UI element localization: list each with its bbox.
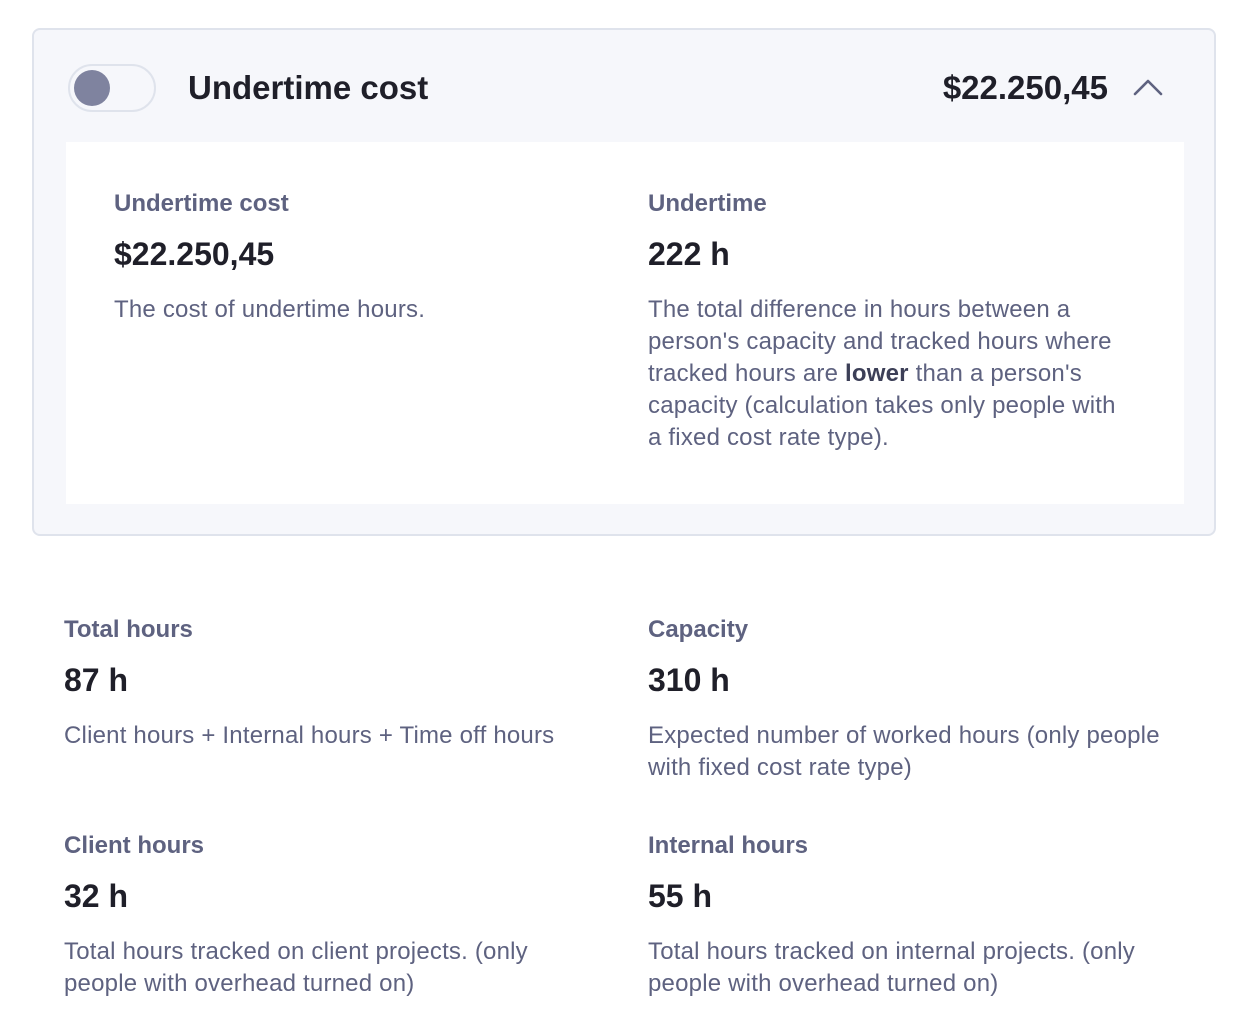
metric-undertime: Undertime 222 h The total difference in … <box>648 188 1118 454</box>
metric-client-hours: Client hours 32 h Total hours tracked on… <box>64 830 604 1000</box>
metric-description: Total hours tracked on client projects. … <box>64 938 528 997</box>
description-text: than a person's capacity (calculation ta… <box>648 360 1116 451</box>
metric-undertime-cost: Undertime cost $22.250,45 The cost of un… <box>114 188 584 326</box>
metric-description: Expected number of worked hours (only pe… <box>648 722 1160 781</box>
metric-label: Undertime cost <box>114 190 289 217</box>
metric-label: Total hours <box>64 616 193 643</box>
metric-label: Client hours <box>64 832 205 859</box>
metric-label: Undertime <box>648 190 767 217</box>
metric-value: 310 h <box>648 662 730 698</box>
metric-internal-hours: Internal hours 55 h Total hours tracked … <box>648 830 1188 1000</box>
card-title: Undertime cost <box>188 69 429 106</box>
metric-label: Capacity <box>648 616 749 643</box>
metric-description: Total hours tracked on internal projects… <box>648 938 1135 997</box>
metric-value: 55 h <box>648 878 713 914</box>
metric-capacity: Capacity 310 h Expected number of worked… <box>648 614 1188 784</box>
metric-value: 222 h <box>648 236 730 272</box>
metric-value: $22.250,45 <box>114 236 275 272</box>
metric-description: The total difference in hours between a … <box>648 294 1118 454</box>
undertime-cost-toggle[interactable] <box>68 64 156 112</box>
chevron-up-icon[interactable] <box>1132 72 1164 104</box>
description-emphasis: lower <box>845 360 909 387</box>
description-text: The total difference in hours between a … <box>648 296 1112 387</box>
card-amount: $22.250,45 <box>942 69 1108 106</box>
metric-value: 87 h <box>64 662 129 698</box>
metric-total-hours: Total hours 87 h Client hours + Internal… <box>64 614 604 752</box>
undertime-cost-card: Undertime cost $22.250,45 Undertime cost… <box>32 28 1216 536</box>
card-header[interactable]: Undertime cost $22.250,45 <box>34 30 1214 144</box>
toggle-knob <box>74 70 110 106</box>
metric-description: The cost of undertime hours. <box>114 296 426 323</box>
metric-label: Internal hours <box>648 832 809 859</box>
metric-description: Client hours + Internal hours + Time off… <box>64 722 555 749</box>
metric-value: 32 h <box>64 878 129 914</box>
card-body: Undertime cost $22.250,45 The cost of un… <box>66 142 1184 504</box>
